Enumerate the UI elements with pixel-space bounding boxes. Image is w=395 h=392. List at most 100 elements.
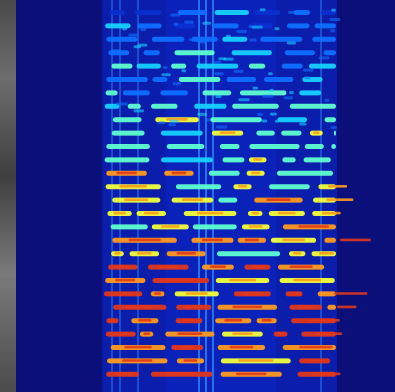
frequency-band-peak xyxy=(109,319,116,322)
faint-dot xyxy=(215,95,222,98)
spectrogram-canvas xyxy=(102,0,371,392)
frequency-band xyxy=(106,144,150,149)
frequency-band xyxy=(111,63,133,69)
faint-dot xyxy=(197,112,208,116)
faint-dot xyxy=(288,10,296,14)
faint-dot xyxy=(268,72,273,76)
frequency-band xyxy=(160,130,203,136)
frequency-band xyxy=(299,90,322,96)
frequency-band-peak xyxy=(114,372,131,376)
faint-dot xyxy=(286,41,297,45)
frequency-band-peak xyxy=(143,332,150,335)
frequency-band-peak xyxy=(143,211,159,215)
frequency-band xyxy=(239,90,287,96)
faint-dot xyxy=(213,60,221,64)
frequency-band-peak xyxy=(229,345,254,349)
faint-dot xyxy=(181,69,187,73)
frequency-band-peak xyxy=(116,171,137,175)
frequency-band xyxy=(143,50,160,56)
frequency-band-peak xyxy=(115,278,136,282)
faint-dot xyxy=(170,13,181,17)
frequency-band-peak xyxy=(339,238,371,242)
frequency-band xyxy=(210,117,262,123)
faint-dot xyxy=(303,68,314,72)
frequency-band xyxy=(217,251,281,257)
frequency-band xyxy=(314,23,336,29)
faint-dot xyxy=(233,69,244,73)
faint-dot xyxy=(299,122,307,126)
frequency-band xyxy=(175,184,222,190)
frequency-band-peak xyxy=(124,198,149,201)
frequency-band-peak xyxy=(306,359,323,362)
frequency-band xyxy=(232,103,279,109)
frequency-band-peak xyxy=(210,265,226,268)
frequency-band-peak xyxy=(266,198,291,201)
frequency-band xyxy=(277,170,333,176)
faint-dot xyxy=(257,112,263,116)
frequency-band xyxy=(174,50,215,56)
frequency-band xyxy=(324,237,336,243)
frequency-band-peak xyxy=(293,252,302,255)
frequency-band-peak xyxy=(183,359,198,362)
frequency-band-peak xyxy=(321,211,341,215)
frequency-band-peak xyxy=(224,319,243,322)
frequency-band-peak xyxy=(177,332,203,335)
frequency-band-peak xyxy=(289,265,313,268)
faint-dot xyxy=(329,18,341,21)
frequency-band-peak xyxy=(166,278,195,282)
frequency-band-peak xyxy=(277,332,285,335)
frequency-band-peak xyxy=(113,332,129,335)
frequency-band-peak xyxy=(232,305,263,309)
faint-dot xyxy=(173,22,179,26)
frequency-band-peak xyxy=(176,252,196,255)
frequency-band-peak xyxy=(253,158,263,161)
frequency-band xyxy=(106,77,148,82)
frequency-band-peak xyxy=(328,185,348,188)
frequency-band xyxy=(293,10,311,15)
frequency-band-peak xyxy=(244,238,259,242)
frequency-band-peak xyxy=(229,278,256,282)
frequency-band-peak xyxy=(289,292,299,295)
frequency-band xyxy=(254,10,281,15)
frequency-band xyxy=(226,77,257,82)
frequency-band xyxy=(327,304,336,310)
frequency-band-peak xyxy=(113,211,126,215)
faint-dot xyxy=(111,49,121,53)
frequency-band xyxy=(334,130,336,136)
faint-dot xyxy=(331,8,336,12)
frequency-band xyxy=(137,23,162,29)
faint-dot xyxy=(274,27,280,31)
frequency-band xyxy=(110,224,148,230)
faint-dot xyxy=(270,112,277,116)
faint-dot xyxy=(184,20,194,24)
frequency-band xyxy=(304,144,324,149)
frequency-band xyxy=(284,50,315,56)
frequency-band xyxy=(218,197,238,203)
frequency-band-peak xyxy=(179,345,196,349)
frequency-band xyxy=(106,36,138,42)
faint-dot xyxy=(188,38,195,42)
faint-dot xyxy=(236,30,248,33)
faint-dot xyxy=(289,91,294,95)
faint-dot xyxy=(252,86,259,90)
faint-dot xyxy=(274,119,280,123)
frequency-band xyxy=(160,90,188,96)
faint-dot xyxy=(262,94,274,98)
faint-dot xyxy=(160,37,167,41)
frequency-band-peak xyxy=(282,238,305,242)
faint-dot xyxy=(115,102,128,106)
frequency-band-peak xyxy=(319,252,334,255)
frequency-band xyxy=(277,117,307,123)
frequency-band-peak xyxy=(122,359,153,362)
frequency-band-peak xyxy=(299,345,333,349)
frequency-band xyxy=(109,10,125,15)
frequency-band-peak xyxy=(154,292,161,295)
frequency-band-peak xyxy=(126,305,154,309)
frequency-band xyxy=(151,36,185,42)
faint-dot xyxy=(204,118,211,122)
frequency-band-peak xyxy=(182,319,196,322)
faint-dot xyxy=(128,33,139,37)
faint-dot xyxy=(324,98,330,102)
frequency-band-peak xyxy=(297,305,314,309)
frequency-band xyxy=(309,63,336,69)
